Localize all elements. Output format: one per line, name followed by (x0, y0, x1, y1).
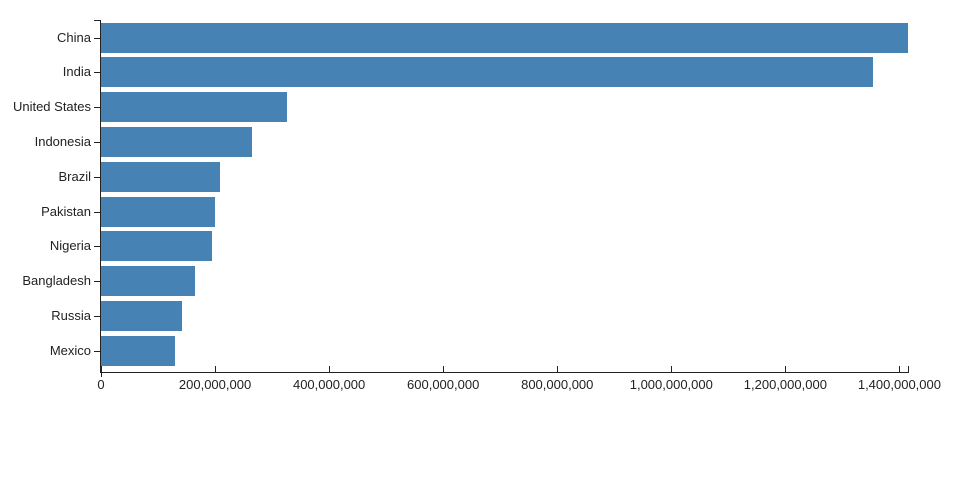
x-tick-0 (101, 366, 102, 377)
x-axis-outer-tick (908, 366, 909, 372)
bar-russia (101, 300, 183, 331)
y-axis-label-united-states: United States (12, 99, 91, 115)
x-tick-1200000000 (785, 366, 787, 372)
y-axis-label-india: India (62, 64, 91, 80)
y-axis-label-russia: Russia (51, 307, 91, 323)
y-axis-label-bangladesh: Bangladesh (22, 273, 91, 289)
y-axis-label-china: China (57, 29, 91, 45)
y-tick-mexico (94, 350, 100, 352)
x-tick-label-1000000000: 1,000,000,000 (629, 377, 713, 392)
bar-pakistan (101, 196, 215, 227)
bar-mexico (101, 335, 175, 366)
y-axis-label-pakistan: Pakistan (41, 203, 91, 219)
x-tick-label-1400000000: 1,400,000,000 (857, 377, 941, 392)
bar-bangladesh (101, 266, 195, 297)
x-tick-800000000 (557, 366, 559, 372)
y-tick-indonesia (94, 141, 100, 143)
x-tick-label-200000000: 200,000,000 (178, 377, 252, 392)
bar-nigeria (101, 231, 212, 262)
x-tick-1400000000 (899, 366, 901, 372)
x-tick-label-1200000000: 1,200,000,000 (743, 377, 827, 392)
bar-china (101, 22, 908, 53)
x-axis-line (100, 372, 909, 373)
y-tick-united-states (94, 107, 100, 109)
bar-united-states (101, 92, 287, 123)
y-tick-pakistan (94, 211, 100, 213)
y-axis-outer-tick (94, 20, 100, 21)
y-axis-label-mexico: Mexico (49, 342, 91, 358)
y-tick-brazil (94, 176, 100, 178)
y-axis-label-brazil: Brazil (58, 168, 91, 184)
x-tick-label-800000000: 800,000,000 (521, 377, 594, 392)
x-tick-label-600000000: 600,000,000 (407, 377, 480, 392)
x-tick-400000000 (329, 366, 331, 372)
x-tick-600000000 (443, 366, 445, 372)
bar-brazil (101, 161, 221, 192)
x-tick-200000000 (215, 366, 217, 372)
y-axis-line (100, 20, 101, 372)
y-axis-label-nigeria: Nigeria (49, 238, 91, 254)
y-tick-russia (94, 315, 100, 317)
x-tick-label-400000000: 400,000,000 (292, 377, 366, 392)
y-tick-china (94, 37, 100, 39)
bar-indonesia (101, 126, 253, 157)
x-tick-label-0: 0 (97, 377, 105, 392)
y-axis-label-indonesia: Indonesia (34, 133, 91, 149)
bar-india (101, 57, 874, 88)
y-tick-bangladesh (94, 281, 100, 283)
y-tick-nigeria (94, 246, 100, 248)
x-tick-1000000000 (671, 366, 673, 372)
y-tick-india (94, 72, 100, 74)
